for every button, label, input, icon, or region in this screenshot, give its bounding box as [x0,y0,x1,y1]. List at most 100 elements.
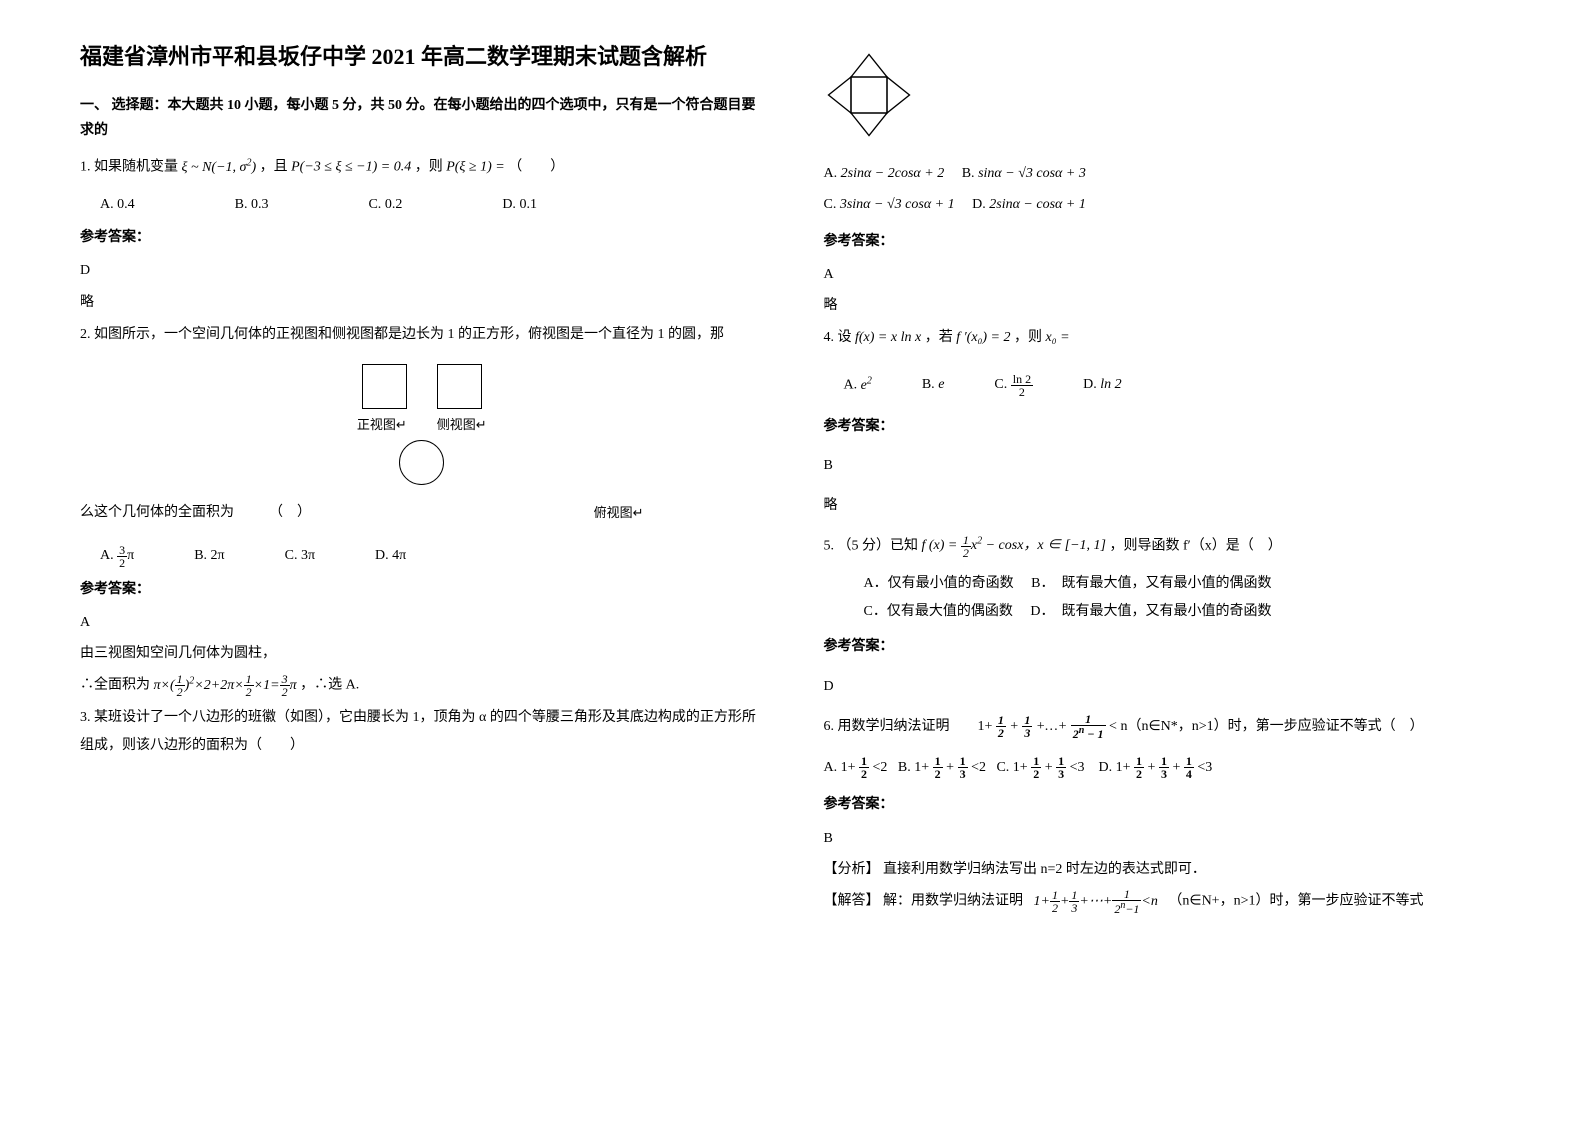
q2-opt-d: D. 4π [375,543,406,568]
q4-opt-a: A. e2 [844,372,872,398]
front-view-square [362,364,407,409]
q6-solution-pre: 解：用数学归纳法证明 [883,894,1023,909]
q6-solution-formula: 1+12+13+⋯+12n−1<n [1027,894,1165,909]
q4-text-mid2: ，则 [1014,330,1042,345]
q1-formula-1: ξ ~ N(−1, σ2) [182,160,257,175]
front-view-label: 正视图↵ [357,413,407,436]
q1-answer: D [80,258,764,283]
q5-answer: D [824,674,1508,699]
q2-opt-b: B. 2π [194,543,224,568]
q3-opt-b: B. sinα − √3 cosα + 3 [962,166,1086,181]
q1-text-mid1: ，且 [260,160,288,175]
q1-text-mid2: ，则 [415,160,443,175]
q2-diagram: 正视图↵ 侧视图↵ [80,364,764,485]
q5-options: A．仅有最小值的奇函数 B． 既有最大值，又有最小值的偶函数 C．仅有最大值的偶… [864,570,1508,626]
q5-opt-b: B． 既有最大值，又有最小值的偶函数 [1031,576,1271,591]
question-1: 1. 如果随机变量 ξ ~ N(−1, σ2) ，且 P(−3 ≤ ξ ≤ −1… [80,153,764,182]
q3-opt-c: C. 3sinα − √3 cosα + 1 [824,197,955,212]
q3-opt-d: D. 2sinα − cosα + 1 [972,197,1086,212]
q6-solution-label: 【解答】 [824,894,880,909]
question-5: 5. （5 分）已知 f (x) = 12x2 − cosx，x ∈ [−1, … [824,532,1508,561]
q6-analysis-label: 【分析】 [824,862,880,877]
top-view-label: 俯视图↵ [594,501,644,524]
q4-formula-2: f ′(x₀) = 2 [956,330,1010,345]
q2-opt-c: C. 3π [285,543,315,568]
q1-opt-d: D. 0.1 [502,192,537,217]
q4-text-pre: 4. 设 [824,330,852,345]
q1-opt-c: C. 0.2 [368,192,402,217]
q3-note: 略 [824,293,1508,318]
question-6: 6. 用数学归纳法证明 1+ 12 + 13 +…+ 12n − 1 < n（n… [824,713,1508,741]
question-2: 2. 如图所示，一个空间几何体的正视图和侧视图都是边长为 1 的正方形，俯视图是… [80,321,764,349]
q2-diagram-labels-1: 正视图↵ 侧视图↵ [80,413,764,436]
q5-text-end: ，则导函数 f′（x）是（ ） [1109,538,1281,553]
q6-analysis-text: 直接利用数学归纳法写出 n=2 时左边的表达式即可． [883,862,1206,877]
q2-opt-a-frac: 3 2 [117,544,127,569]
q1-text-pre: 1. 如果随机变量 [80,160,178,175]
q3-octagon-diagram [824,50,1508,149]
q4-options: A. e2 B. e C. ln 2 2 D. ln 2 [844,372,1508,398]
q4-opt-c: C. ln 2 2 [994,372,1033,398]
q2-text2: 么这个几何体的全面积为 （ ） [80,500,584,525]
left-column: 福建省漳州市平和县坂仔中学 2021 年高二数学理期末试题含解析 一、 选择题：… [80,40,764,921]
q2-explain2-formula: π×(12)2×2+2π×12×1=32π [154,678,297,693]
q4-opt-c-frac: ln 2 2 [1011,373,1033,398]
q6-text-mid: < n（n∈N*，n>1）时，第一步应验证不等式（ ） [1109,719,1424,734]
q4-note: 略 [824,493,1508,518]
q2-explain-2-pre: ∴全面积为 [80,678,150,693]
page-title: 福建省漳州市平和县坂仔中学 2021 年高二数学理期末试题含解析 [80,40,764,73]
q2-text2-row: 么这个几何体的全面积为 （ ） 俯视图↵ [80,500,764,525]
q4-formula-1: f(x) = x ln x [855,330,921,345]
q6-options: A. 1+ 12 <2 B. 1+ 12 + 13 <2 C. 1+ 12 + … [824,751,1508,785]
q6-solution: 【解答】 解：用数学归纳法证明 1+12+13+⋯+12n−1<n （n∈N+，… [824,888,1508,915]
question-4: 4. 设 f(x) = x ln x ，若 f ′(x₀) = 2 ，则 x₀ … [824,324,1508,352]
q6-opt-a: A. 1+ 12 <2 [824,760,888,775]
q6-series: 12 + 13 +…+ 12n − 1 [996,719,1106,734]
octagon-icon [824,50,914,140]
right-column: A. 2sinα − 2cosα + 2 B. sinα − √3 cosα +… [824,40,1508,921]
q4-text-mid1: ，若 [925,330,953,345]
q1-text-end: （ ） [508,160,564,175]
q4-answer-label: 参考答案： [824,414,1508,439]
q3-text: 3. 某班设计了一个八边形的班徽（如图），它由腰长为 1，顶角为 α 的四个等腰… [80,710,756,753]
q5-opt-a: A．仅有最小值的奇函数 [864,576,1014,591]
q3-options: A. 2sinα − 2cosα + 2 B. sinα − √3 cosα +… [824,159,1508,221]
side-view-square [437,364,482,409]
q2-explain-2: ∴全面积为 π×(12)2×2+2π×12×1=32π ，∴选 A. [80,672,764,698]
q1-opt-a: A. 0.4 [100,192,135,217]
q6-analysis: 【分析】 直接利用数学归纳法写出 n=2 时左边的表达式即可． [824,857,1508,882]
top-view-circle [399,440,444,485]
q5-opt-d: D． 既有最大值，又有最小值的奇函数 [1030,604,1271,619]
q6-opt-d: D. 1+ 12 + 13 + 14 <3 [1099,760,1213,775]
q5-text-pre: 5. （5 分）已知 [824,538,919,553]
q2-answer-label: 参考答案： [80,577,764,602]
q3-answer-label: 参考答案： [824,229,1508,254]
q6-opt-b: B. 1+ 12 + 13 <2 [898,760,986,775]
q1-formula-2: P(−3 ≤ ξ ≤ −1) = 0.4 [291,160,411,175]
q2-answer: A [80,610,764,635]
q6-opt-c: C. 1+ 12 + 13 <3 [996,760,1084,775]
section-header: 一、 选择题：本大题共 10 小题，每小题 5 分，共 50 分。在每小题给出的… [80,93,764,143]
q1-formula-3: P(ξ ≥ 1) = [446,160,505,175]
q5-formula: f (x) = 12x2 − cosx，x ∈ [−1, 1] [922,538,1106,553]
q6-answer: B [824,826,1508,851]
q6-solution-end: （n∈N+，n>1）时，第一步应验证不等式 [1168,894,1423,909]
q2-diagram-row-1 [80,364,764,409]
q4-answer: B [824,453,1508,478]
q5-answer-label: 参考答案： [824,634,1508,659]
side-view-label: 侧视图↵ [437,413,487,436]
q2-opt-a: A. 3 2 π [100,543,134,568]
q1-opt-b: B. 0.3 [235,192,269,217]
q3-opt-a: A. 2sinα − 2cosα + 2 [824,166,945,181]
q1-note: 略 [80,290,764,315]
q2-options: A. 3 2 π B. 2π C. 3π D. 4π [100,543,764,568]
q6-text-pre: 6. 用数学归纳法证明 1+ [824,719,993,734]
q1-answer-label: 参考答案： [80,225,764,250]
q2-diagram-row-2 [80,440,764,485]
q2-explain-1: 由三视图知空间几何体为圆柱， [80,641,764,666]
q5-opt-c: C．仅有最大值的偶函数 [864,604,1013,619]
q2-explain-2-end: ，∴选 A. [300,678,359,693]
q6-answer-label: 参考答案： [824,792,1508,817]
q1-options: A. 0.4 B. 0.3 C. 0.2 D. 0.1 [100,192,764,217]
q4-formula-3: x₀ = [1046,330,1070,345]
